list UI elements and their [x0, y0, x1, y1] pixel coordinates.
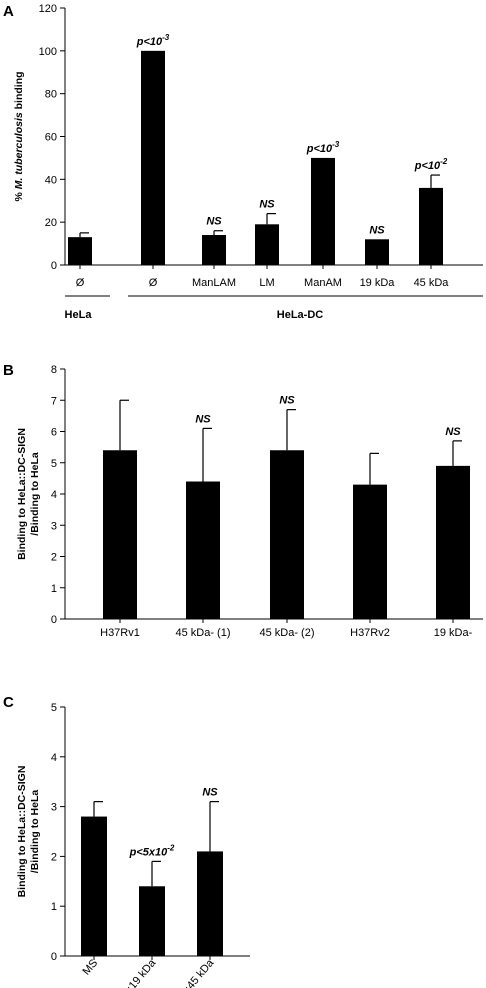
y-axis-label-line: Binding to HeLa::DC-SIGN: [16, 766, 28, 898]
significance-base: p<10: [136, 36, 163, 48]
x-tick-label: 19 kDa-: [434, 627, 473, 639]
significance-label: p<10-3: [306, 140, 340, 155]
significance-base: p<10: [414, 160, 441, 172]
x-tick-label: ManAM: [304, 277, 342, 289]
x-tick-label: Ø: [76, 277, 85, 289]
y-tick-label: 60: [45, 132, 57, 144]
significance-label: p<5x10-2: [129, 843, 175, 858]
significance-label: NS: [206, 216, 222, 228]
x-tick-label: H37Rv1: [100, 627, 140, 639]
y-axis-label-italic: M. tuberculosis: [13, 112, 25, 189]
significance-label: NS: [195, 413, 211, 425]
y-axis-label: Binding to HeLa::DC-SIGN/Binding to HeLa: [16, 766, 41, 898]
bar: [139, 886, 165, 956]
y-tick-label: 40: [45, 174, 57, 186]
x-tick-label: MS: [80, 957, 100, 977]
y-tick-label: 0: [51, 614, 57, 626]
bar: [197, 851, 223, 956]
significance-label: NS: [369, 224, 385, 236]
y-tick-label: 2: [51, 552, 57, 564]
y-axis-label-line: Binding to HeLa::DC-SIGN: [16, 428, 28, 560]
y-tick-label: 5: [51, 702, 57, 714]
panel-letter: B: [3, 362, 14, 379]
y-axis-label-line: /Binding to HeLa: [29, 790, 41, 874]
significance-exponent: -3: [162, 33, 170, 42]
y-tick-label: 7: [51, 395, 57, 407]
x-tick-label: Ø: [149, 277, 158, 289]
bar: [436, 465, 470, 619]
bar: [419, 187, 443, 265]
x-tick-label: MS::45 kDa: [170, 957, 217, 988]
significance-base: p<10: [306, 143, 333, 155]
x-tick-label: H37Rv2: [350, 627, 390, 639]
y-tick-label: 1: [51, 583, 57, 595]
bar: [81, 816, 107, 956]
x-tick-label: 45 kDa- (2): [259, 627, 314, 639]
y-tick-label: 4: [51, 489, 57, 501]
y-tick-label: 1: [51, 901, 57, 913]
x-tick-label: LM: [259, 277, 274, 289]
y-tick-label: 120: [39, 3, 57, 15]
y-tick-label: 0: [51, 951, 57, 963]
bar: [141, 50, 165, 266]
bar: [311, 157, 335, 265]
y-tick-label: 4: [51, 752, 57, 764]
y-tick-label: 3: [51, 520, 57, 532]
y-axis-label: % M. tuberculosis binding: [13, 71, 25, 201]
bar: [270, 450, 304, 619]
significance-label: NS: [279, 395, 295, 407]
x-tick-label: MS::19 kDa: [112, 957, 159, 988]
significance-label: NS: [202, 787, 218, 799]
significance-label: p<10-3: [136, 33, 170, 48]
significance-label: p<10-2: [414, 157, 448, 172]
y-tick-label: 20: [45, 217, 57, 229]
group-label: HeLa: [65, 309, 93, 321]
significance-exponent: -2: [440, 157, 448, 166]
y-axis-label: Binding to HeLa::DC-SIGN/Binding to HeLa: [16, 428, 41, 560]
bar: [68, 237, 92, 265]
x-tick-label: ManLAM: [192, 277, 236, 289]
bar: [365, 239, 389, 265]
significance-label: NS: [259, 199, 275, 211]
panel-letter: C: [3, 694, 14, 711]
y-axis-label-line: /Binding to HeLa: [29, 452, 41, 536]
significance-exponent: -2: [167, 843, 175, 852]
x-tick-label: 45 kDa: [414, 277, 450, 289]
y-tick-label: 2: [51, 851, 57, 863]
bar: [103, 450, 137, 619]
y-tick-label: 8: [51, 364, 57, 376]
y-tick-label: 0: [51, 260, 57, 272]
bar: [255, 224, 279, 265]
y-tick-label: 100: [39, 46, 57, 58]
group-label: HeLa-DC: [277, 309, 324, 321]
y-tick-label: 80: [45, 89, 57, 101]
y-axis-label-part: %: [13, 189, 25, 201]
significance-exponent: -3: [332, 140, 340, 149]
significance-label: NS: [445, 426, 461, 438]
bar: [186, 481, 220, 619]
y-tick-label: 3: [51, 802, 57, 814]
x-tick-label: 45 kDa- (1): [175, 627, 230, 639]
bar: [202, 235, 226, 265]
x-tick-label: 19 kDa: [360, 277, 396, 289]
y-axis-label-part: binding: [13, 71, 25, 112]
bar: [353, 484, 387, 619]
y-tick-label: 6: [51, 427, 57, 439]
significance-base: p<5x10: [129, 846, 168, 858]
panel-letter: A: [3, 3, 14, 20]
y-tick-label: 5: [51, 458, 57, 470]
